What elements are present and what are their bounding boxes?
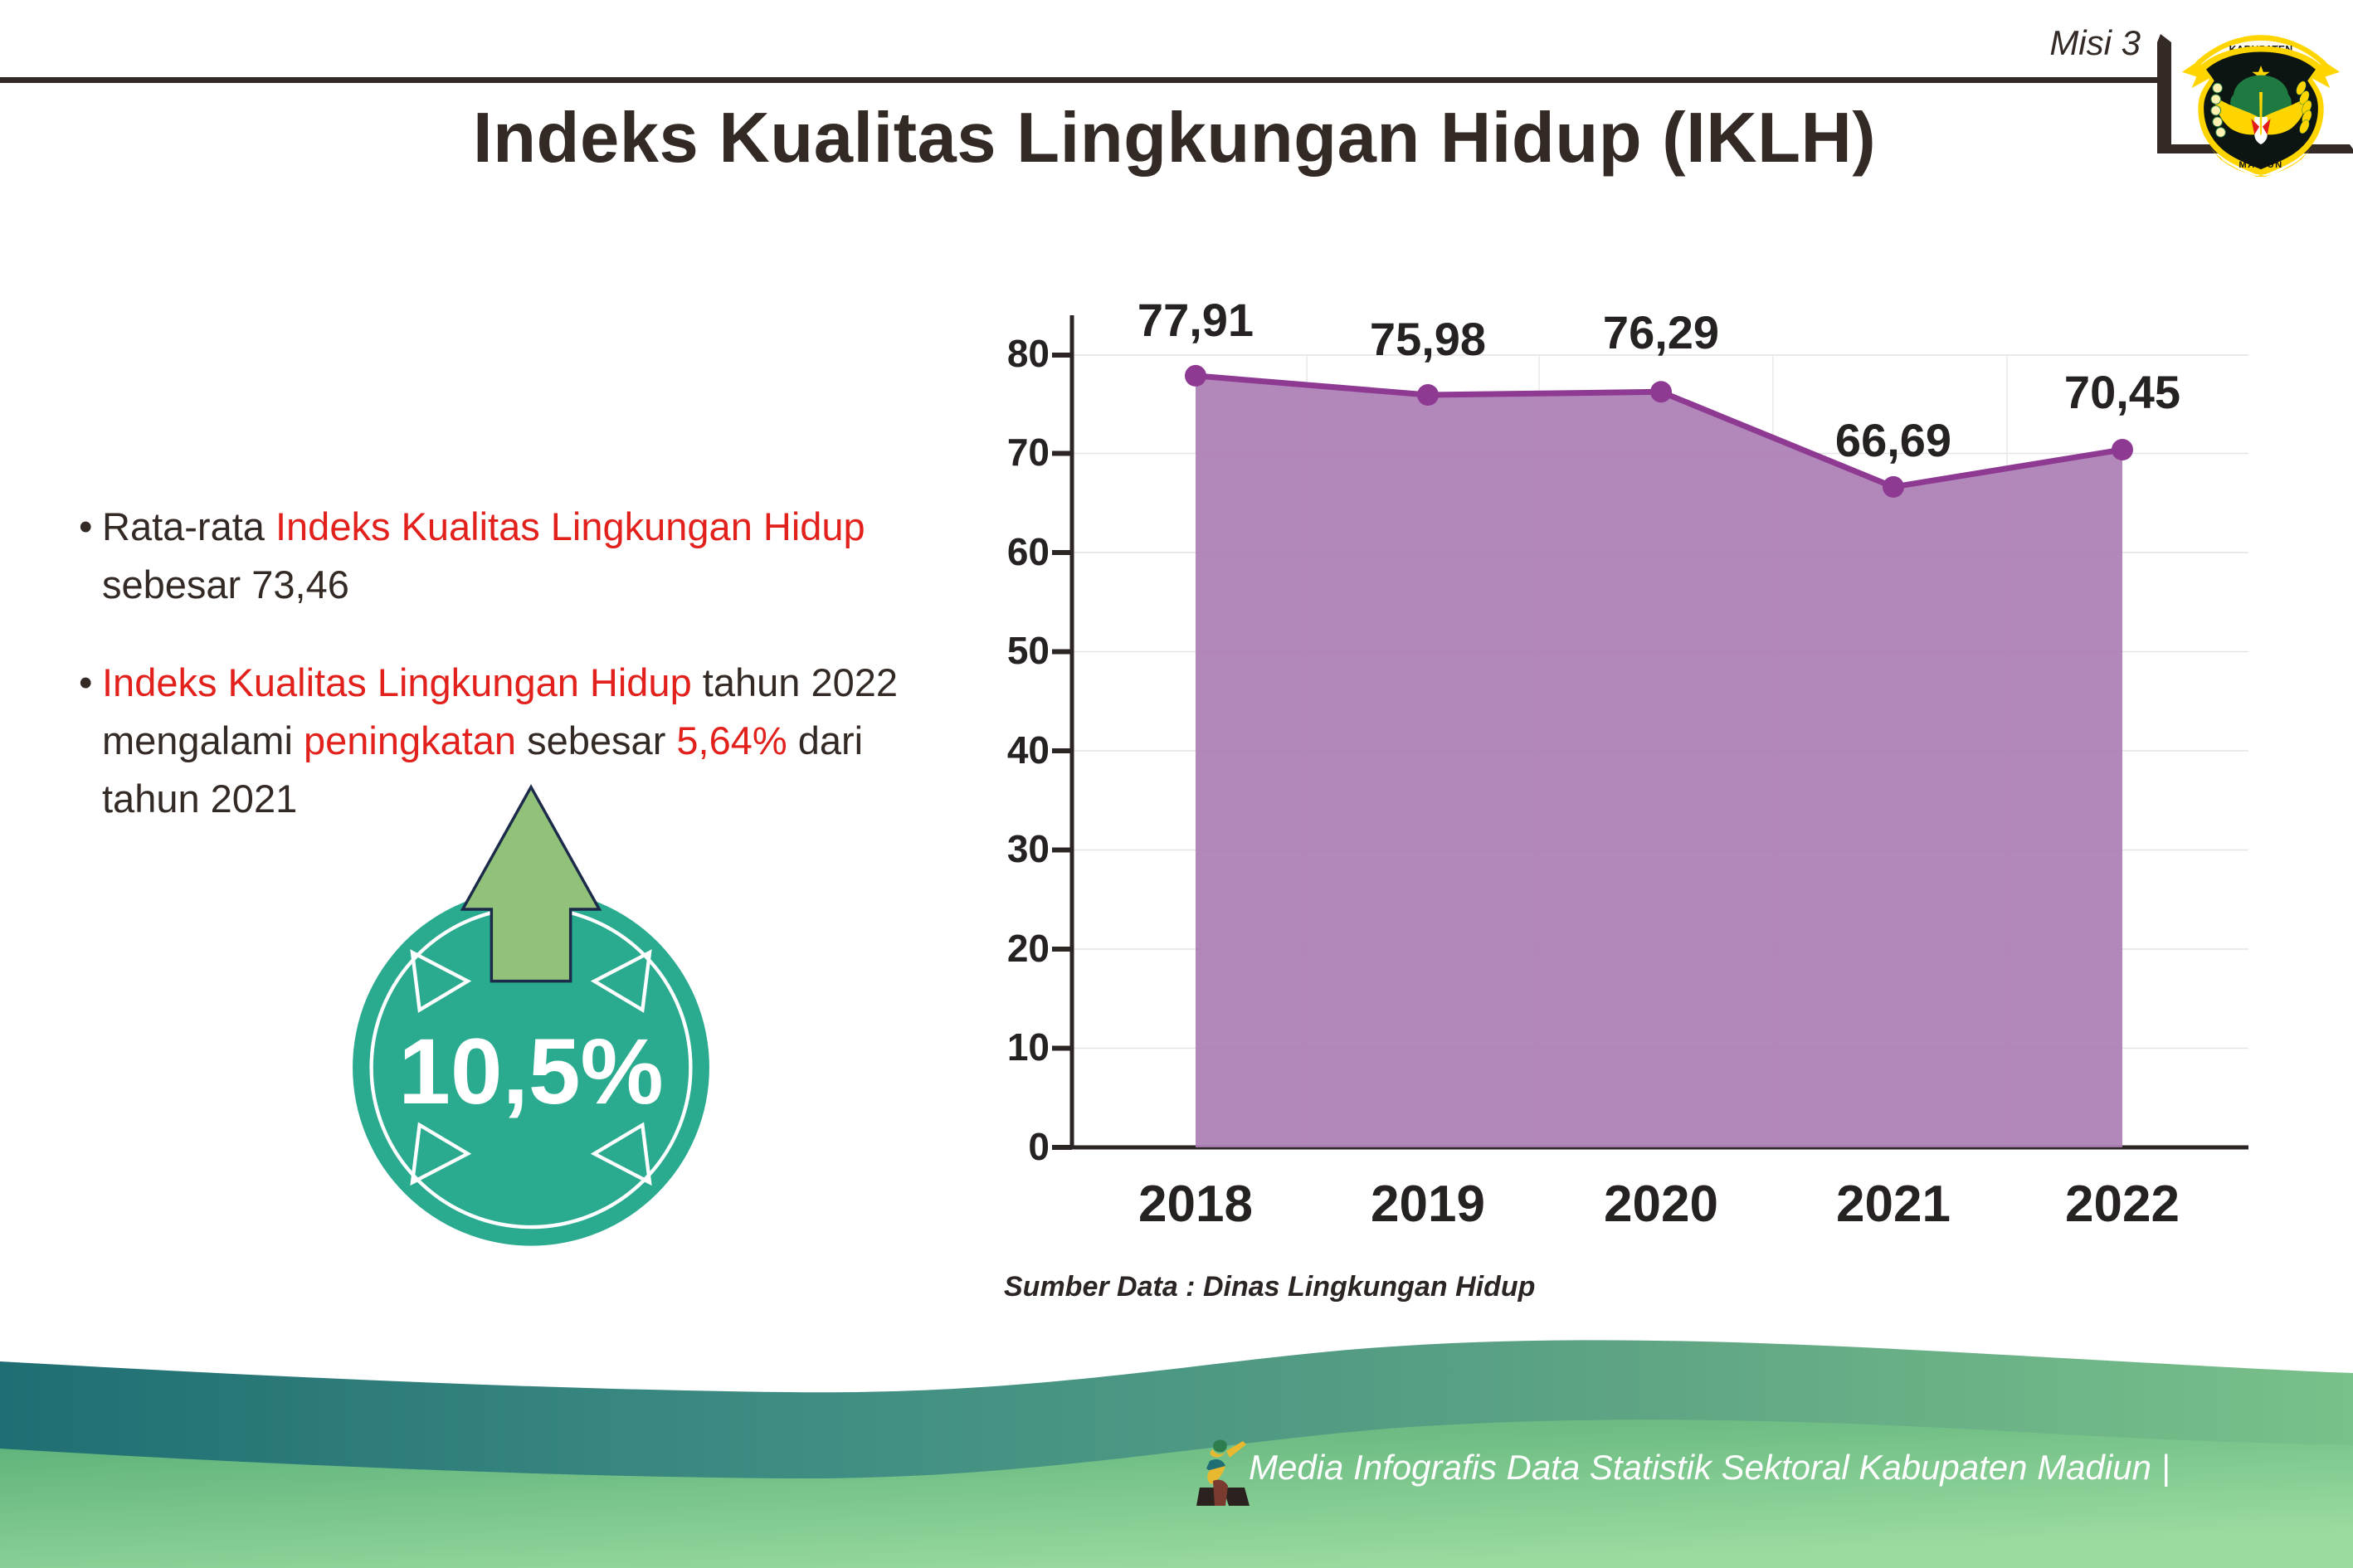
svg-text:60: 60 [1007,530,1050,573]
svg-text:40: 40 [1007,728,1050,772]
svg-text:MADIUN: MADIUN [2239,160,2282,170]
svg-text:76,29: 76,29 [1603,306,1719,358]
svg-text:30: 30 [1007,827,1050,870]
svg-text:70,45: 70,45 [2064,366,2180,418]
svg-text:77,91: 77,91 [1138,294,1254,346]
svg-text:75,98: 75,98 [1370,313,1486,365]
svg-text:66,69: 66,69 [1835,414,1951,466]
svg-text:0: 0 [1028,1125,1050,1168]
svg-text:2020: 2020 [1604,1176,1718,1233]
svg-text:2022: 2022 [2065,1176,2180,1233]
svg-text:80: 80 [1007,332,1050,375]
svg-text:2018: 2018 [1138,1176,1253,1233]
svg-text:2019: 2019 [1371,1176,1485,1233]
svg-text:20: 20 [1007,927,1050,970]
svg-text:2021: 2021 [1836,1176,1951,1233]
svg-text:10,5%: 10,5% [398,1019,663,1123]
svg-text:70: 70 [1007,431,1050,474]
svg-text:10: 10 [1007,1025,1050,1069]
svg-text:50: 50 [1007,629,1050,672]
